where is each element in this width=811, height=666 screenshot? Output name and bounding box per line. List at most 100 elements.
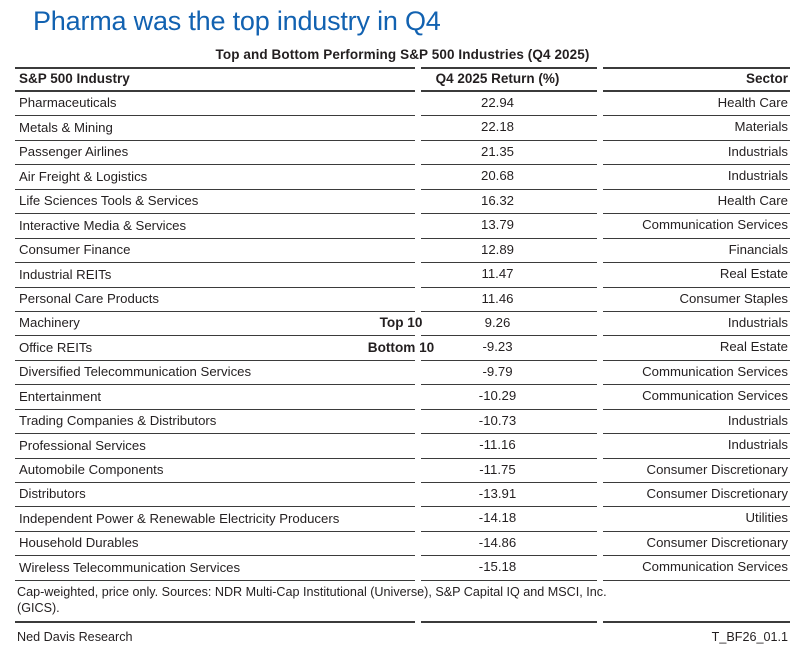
sector-cell: Health Care — [603, 190, 790, 215]
return-cell: 11.47 — [421, 263, 597, 288]
industry-name: Household Durables — [19, 535, 139, 551]
industry-name: Interactive Media & Services — [19, 217, 187, 233]
industry-name: Distributors — [19, 486, 86, 502]
page-title: Pharma was the top industry in Q4 — [33, 6, 441, 36]
industry-name: Life Sciences Tools & Services — [19, 193, 199, 209]
industry-cell: Interactive Media & Services — [15, 214, 415, 239]
industry-name: Automobile Components — [19, 462, 164, 478]
table-row: Trading Companies & Distributors -10.73 In… — [15, 410, 790, 435]
table-row: Independent Power & Renewable Electricit… — [15, 507, 790, 532]
industry-cell: Machinery Top 10 — [15, 312, 422, 337]
industry-name: Machinery — [19, 315, 80, 331]
chart-reference-code: T_BF26_01.1 — [711, 630, 788, 645]
source-name: Ned Davis Research — [17, 630, 133, 645]
sector-cell: Consumer Discretionary — [603, 532, 790, 557]
industry-cell: Life Sciences Tools & Services — [15, 190, 415, 215]
col-header-sector: Sector — [603, 67, 790, 92]
return-cell: -11.75 — [421, 459, 597, 483]
table-row: Interactive Media & Services 13.79 Communi… — [15, 214, 790, 239]
return-cell: 22.18 — [421, 116, 597, 141]
return-cell: 9.26 — [421, 312, 597, 337]
source-footer: Ned Davis Research T_BF26_01.1 — [15, 630, 790, 644]
group-label: Bottom 10 — [367, 339, 435, 355]
footnote-line-1: Cap-weighted, price only. Sources: NDR M… — [17, 585, 607, 600]
sector-cell: Communication Services — [603, 361, 790, 386]
industry-name: Industrial REITs — [19, 266, 112, 282]
sector-cell: Real Estate — [603, 336, 790, 361]
return-cell: 16.32 — [421, 190, 597, 215]
table-row: Household Durables -14.86 Consumer Discret… — [15, 532, 790, 557]
table-row: Diversified Telecommunication Services -9… — [15, 361, 790, 386]
return-cell: -14.18 — [421, 507, 597, 532]
return-cell: -11.16 — [421, 434, 597, 459]
return-cell: 21.35 — [421, 141, 597, 166]
industry-cell: Passenger Airlines — [15, 141, 415, 166]
return-cell: -14.86 — [421, 532, 597, 557]
return-cell: -9.79 — [421, 361, 597, 386]
sector-cell: Industrials — [603, 165, 790, 190]
industry-cell: Personal Care Products — [15, 288, 415, 312]
return-cell: -10.73 — [421, 410, 597, 435]
return-cell: 22.94 — [421, 92, 597, 117]
sector-cell: Consumer Discretionary — [603, 483, 790, 508]
table-body: Pharmaceuticals 22.94 Health Care Metals & … — [15, 92, 790, 581]
industry-cell: Diversified Telecommunication Services — [15, 361, 415, 386]
sector-cell: Materials — [603, 116, 790, 141]
sector-cell: Industrials — [603, 141, 790, 166]
return-cell: -10.29 — [421, 385, 597, 410]
table-row: Passenger Airlines 21.35 Industrials — [15, 141, 790, 166]
sector-cell: Financials — [603, 239, 790, 264]
industry-name: Pharmaceuticals — [19, 95, 117, 111]
sector-cell: Industrials — [603, 410, 790, 435]
industry-cell: Consumer Finance — [15, 239, 415, 264]
table-row: Consumer Finance 12.89 Financials — [15, 239, 790, 264]
industry-name: Passenger Airlines — [19, 144, 129, 160]
footnote-line-2: (GICS). — [17, 600, 60, 615]
industry-cell: Professional Services — [15, 434, 415, 459]
industry-name: Office REITs — [19, 339, 93, 355]
return-cell: -9.23 — [421, 336, 597, 361]
industry-name: Air Freight & Logistics — [19, 168, 148, 184]
sector-cell: Industrials — [603, 312, 790, 337]
industry-cell: Trading Companies & Distributors — [15, 410, 415, 435]
table-row: Metals & Mining 22.18 Materials — [15, 116, 790, 141]
bottom-rule — [15, 621, 790, 624]
table-row: Entertainment -10.29 Communication Service… — [15, 385, 790, 410]
table-row: Distributors -13.91 Consumer Discretionary — [15, 483, 790, 508]
industry-cell: Entertainment — [15, 385, 415, 410]
return-cell: -15.18 — [421, 556, 597, 581]
table-header-row: S&P 500 Industry Q4 2025 Return (%) Sect… — [15, 67, 790, 92]
group-label: Top 10 — [379, 315, 423, 331]
table-row: Machinery Top 10 9.26 Industrials — [15, 312, 790, 337]
industry-name: Personal Care Products — [19, 290, 160, 306]
table-row: Life Sciences Tools & Services 16.32 Healt… — [15, 190, 790, 215]
page: Pharma was the top industry in Q4 Top an… — [0, 5, 811, 644]
industry-name: Wireless Telecommunication Services — [19, 559, 241, 575]
industry-cell: Wireless Telecommunication Services — [15, 556, 415, 581]
return-cell: -13.91 — [421, 483, 597, 508]
sector-cell: Real Estate — [603, 263, 790, 288]
industry-cell: Industrial REITs — [15, 263, 415, 288]
return-cell: 12.89 — [421, 239, 597, 264]
industry-cell: Independent Power & Renewable Electricit… — [15, 507, 415, 532]
industry-name: Metals & Mining — [19, 119, 113, 135]
industry-name: Independent Power & Renewable Electricit… — [19, 510, 340, 526]
table-row: Wireless Telecommunication Services -15.1… — [15, 556, 790, 581]
col-header-industry: S&P 500 Industry — [15, 67, 415, 92]
industry-cell: Pharmaceuticals — [15, 92, 415, 117]
table-row: Professional Services -11.16 Industrials — [15, 434, 790, 459]
table-row: Personal Care Products 11.46 Consumer Stap… — [15, 288, 790, 312]
sector-cell: Industrials — [603, 434, 790, 459]
return-cell: 13.79 — [421, 214, 597, 239]
sector-cell: Consumer Staples — [603, 288, 790, 312]
industry-name: Trading Companies & Distributors — [19, 413, 217, 429]
sector-cell: Health Care — [603, 92, 790, 117]
sector-cell: Utilities — [603, 507, 790, 532]
industry-cell: Automobile Components — [15, 459, 415, 483]
industry-cell: Office REITs Bottom 10 — [15, 336, 434, 361]
table-row: Automobile Components -11.75 Consumer Disc… — [15, 459, 790, 483]
industry-name: Consumer Finance — [19, 242, 131, 258]
return-cell: 20.68 — [421, 165, 597, 190]
return-cell: 11.46 — [421, 288, 597, 312]
sector-cell: Communication Services — [603, 385, 790, 410]
